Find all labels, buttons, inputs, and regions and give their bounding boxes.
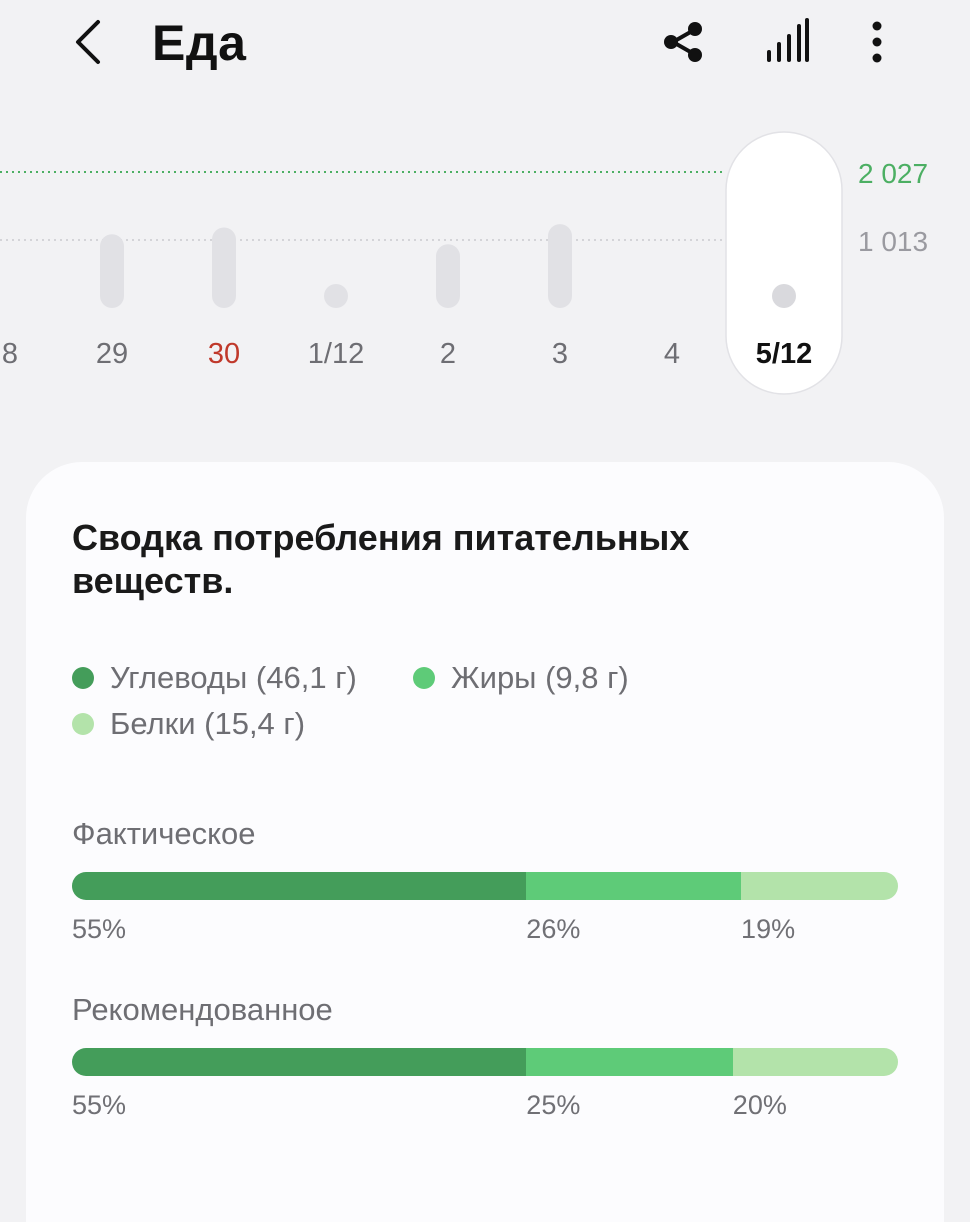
share-icon bbox=[664, 22, 702, 62]
legend-item-fats: Жиры (9,8 г) bbox=[413, 660, 629, 696]
selected-day-highlight bbox=[725, 131, 843, 395]
recommended-protein-segment bbox=[732, 1048, 898, 1076]
signal-bars-icon bbox=[767, 18, 809, 62]
fats-dot-icon bbox=[413, 667, 435, 689]
midpoint-value-label: 1 013 bbox=[858, 226, 928, 257]
back-button[interactable] bbox=[66, 14, 114, 70]
x-label-3: 3 bbox=[552, 338, 568, 370]
actual-fats-segment bbox=[526, 872, 742, 900]
calorie-chart-svg: 2 027 1 013 8 29 30 1/12 2 3 4 5/12 bbox=[0, 131, 928, 395]
carbs-dot-icon bbox=[72, 667, 94, 689]
actual-protein-segment bbox=[741, 872, 898, 900]
share-button[interactable] bbox=[658, 14, 708, 70]
recommended-protein-percent: 20% bbox=[732, 1090, 787, 1120]
legend-label-carbs: Углеводы (46,1 г) bbox=[110, 660, 357, 695]
legend-label-protein: Белки (15,4 г) bbox=[110, 706, 306, 741]
chart-bar-30 bbox=[212, 227, 236, 308]
header-bar: Еда bbox=[0, 0, 970, 90]
actual-carbs-segment bbox=[72, 872, 527, 900]
recommended-ratio-bar bbox=[72, 1048, 898, 1076]
x-label-8: 8 bbox=[2, 338, 18, 370]
stats-button[interactable] bbox=[762, 14, 812, 70]
chart-bar-1-12 bbox=[324, 284, 348, 308]
actual-protein-percent: 19% bbox=[741, 914, 796, 944]
x-label-30: 30 bbox=[208, 338, 240, 370]
x-label-5-12: 5/12 bbox=[756, 338, 812, 370]
page-title: Еда bbox=[152, 15, 247, 71]
nutrient-summary-card: Сводка потребления питательных веществ. … bbox=[26, 462, 944, 1222]
chart-bar-3 bbox=[548, 224, 572, 308]
chevron-left-icon bbox=[76, 20, 100, 64]
legend-item-carbs: Углеводы (46,1 г) bbox=[72, 660, 357, 696]
actual-carbs-percent: 55% bbox=[72, 914, 127, 944]
x-label-4: 4 bbox=[664, 338, 680, 370]
x-label-1-12: 1/12 bbox=[308, 338, 364, 370]
recommended-carbs-percent: 55% bbox=[72, 1090, 127, 1120]
recommended-label: Рекомендованное bbox=[72, 992, 333, 1027]
actual-fats-percent: 26% bbox=[526, 914, 581, 944]
actual-label: Фактическое bbox=[72, 816, 256, 851]
more-options-button[interactable] bbox=[852, 14, 902, 70]
x-label-2: 2 bbox=[440, 338, 456, 370]
legend-label-fats: Жиры (9,8 г) bbox=[451, 660, 629, 695]
recommended-fats-percent: 25% bbox=[526, 1090, 581, 1120]
actual-ratio-bar bbox=[72, 872, 898, 900]
recommended-carbs-segment bbox=[72, 1048, 527, 1076]
recommended-fats-segment bbox=[526, 1048, 733, 1076]
summary-title: Сводка потребления питательных веществ. bbox=[72, 517, 690, 601]
x-label-29: 29 bbox=[96, 338, 128, 370]
calorie-chart[interactable]: 2 027 1 013 8 29 30 1/12 2 3 4 5/12 bbox=[0, 120, 970, 410]
chart-bar-29 bbox=[100, 234, 124, 308]
goal-value-label: 2 027 bbox=[858, 158, 928, 189]
chart-bar-2 bbox=[436, 244, 460, 308]
protein-dot-icon bbox=[72, 713, 94, 735]
chart-bar-5-12 bbox=[772, 284, 796, 308]
more-vertical-icon bbox=[872, 21, 882, 63]
legend-item-protein: Белки (15,4 г) bbox=[72, 706, 305, 742]
